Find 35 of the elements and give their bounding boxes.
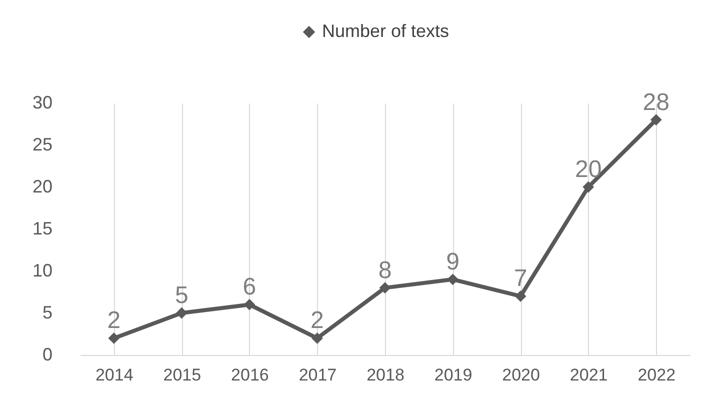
point [176, 307, 188, 319]
x-tick-label: 2022 [638, 366, 676, 384]
y-tick-label: 10 [32, 260, 52, 280]
data-label: 2 [310, 307, 324, 334]
data-label: 20 [574, 156, 602, 183]
point [379, 282, 391, 294]
y-tick-label: 5 [42, 302, 52, 322]
x-tick-label: 2017 [298, 366, 337, 384]
data-label: 28 [642, 88, 670, 116]
y-tick-label: 0 [42, 344, 52, 364]
x-tick-label: 2018 [366, 366, 404, 384]
x-tick-label: 2015 [163, 366, 202, 384]
y-tick-label: 15 [32, 218, 52, 238]
data-label: 6 [242, 274, 256, 301]
x-tick-label: 2020 [502, 366, 540, 384]
y-tick-label: 20 [32, 176, 52, 196]
point [650, 114, 662, 126]
point [312, 332, 323, 344]
point [244, 298, 256, 310]
x-tick-label: 2014 [95, 366, 134, 384]
data-label: 2 [107, 307, 121, 334]
x-tick-label: 2016 [231, 366, 269, 384]
legend-label: Number of texts [322, 21, 450, 41]
data-label: 8 [378, 256, 392, 284]
data-label: 9 [446, 248, 460, 276]
x-tick-label: 2021 [570, 366, 608, 384]
point [108, 332, 120, 344]
point [582, 181, 594, 193]
y-tick-label: 25 [32, 134, 52, 154]
point [514, 290, 526, 302]
x-tick-label: 2019 [434, 366, 472, 384]
y-tick-label: 30 [32, 92, 52, 112]
data-label: 7 [514, 265, 528, 292]
point [447, 274, 458, 286]
data-label: 5 [174, 282, 188, 309]
